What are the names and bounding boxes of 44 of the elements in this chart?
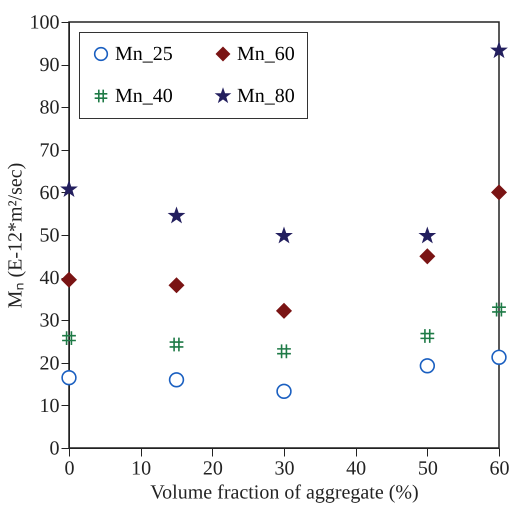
legend-label: Mn_25 (115, 43, 173, 65)
point (61, 370, 77, 386)
x-tick-label: 30 (274, 458, 294, 480)
x-tick-label: 0 (64, 458, 74, 480)
point (492, 42, 506, 57)
y-tick-label: 30 (40, 310, 60, 332)
y-tick-label: 80 (40, 96, 60, 119)
y-tick-label: 100 (30, 12, 60, 34)
point (420, 328, 436, 344)
point (168, 278, 184, 293)
point (276, 228, 292, 242)
point (169, 208, 184, 222)
x-tick-label: 20 (202, 458, 223, 480)
point (276, 384, 292, 400)
point (491, 184, 507, 200)
point (276, 344, 292, 359)
point (276, 303, 292, 319)
y-tick-label: 40 (40, 267, 60, 290)
y-tick-label: 60 (40, 182, 60, 204)
y-tick-label: 0 (50, 438, 60, 460)
y-tick-label: 50 (40, 224, 60, 246)
point (168, 336, 184, 352)
y-tick-label: 70 (40, 139, 60, 162)
legend-label: Mn_60 (237, 43, 295, 65)
legend-label: Mn_80 (237, 85, 295, 107)
point (420, 358, 436, 374)
x-axis-title: Volume fraction of aggregate (%) (150, 482, 419, 504)
y-tick-label: 20 (40, 352, 60, 374)
point (420, 248, 436, 264)
x-tick-label: 50 (418, 458, 438, 480)
y-tick-label: 10 (40, 394, 60, 417)
y-tick-label: 90 (40, 54, 60, 76)
point (491, 350, 507, 365)
point (420, 228, 435, 242)
x-tick-label: 10 (131, 458, 152, 480)
x-tick-label: 40 (346, 458, 366, 480)
point (491, 302, 507, 318)
point (61, 330, 77, 346)
point (61, 272, 77, 288)
x-tick-label: 60 (490, 458, 510, 480)
legend-label: Mn_40 (115, 85, 173, 107)
y-axis-title: Mₙ (E-12*m²/sec) (4, 162, 26, 308)
point (62, 182, 76, 196)
point (168, 372, 184, 388)
